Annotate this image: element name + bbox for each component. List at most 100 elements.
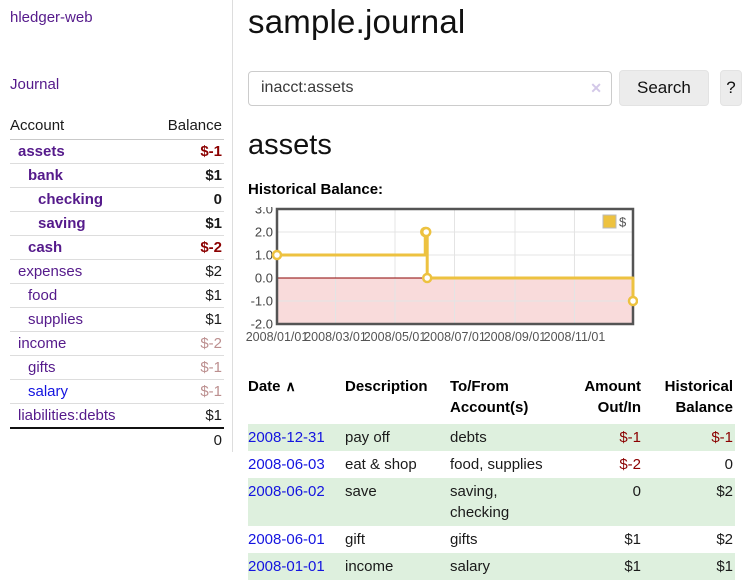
account-balance: $2 [150, 259, 224, 284]
account-link[interactable]: salary [28, 383, 69, 400]
account-link[interactable]: expenses [18, 263, 83, 280]
transaction-amount: $-1 [553, 424, 643, 451]
register-row: 2008-06-03 eat & shop food, supplies $-2 0 [248, 451, 735, 478]
account-link[interactable]: income [18, 335, 67, 352]
account-balance: $-2 [150, 235, 224, 260]
account-heading: assets [248, 129, 332, 161]
balance-chart: 2008/01/01 2008/03/01 2008/05/01 2008/07/01… [246, 202, 742, 352]
account-balance: $-1 [150, 379, 224, 404]
account-balance: $-1 [200, 143, 222, 160]
account-total-value: 0 [150, 427, 224, 452]
svg-text:2008/11/01: 2008/11/01 [544, 330, 606, 344]
transaction-accounts: food, supplies [450, 456, 543, 473]
svg-text:2008/05/01: 2008/05/01 [364, 330, 427, 344]
transaction-amount: $1 [624, 531, 641, 548]
transaction-accounts: gifts [450, 531, 478, 548]
search-input[interactable] [248, 70, 612, 106]
register-table: Date ∧ Description To/From Account(s) Amount… [248, 374, 735, 580]
account-row: assets $-1 [10, 140, 224, 164]
register-row: 2008-06-02 save saving, checking 0 $2 [248, 478, 735, 526]
sort-asc-icon: ∧ [285, 378, 296, 394]
account-balance: $1 [150, 403, 224, 428]
transaction-accounts: salary [450, 553, 553, 580]
clear-search-icon[interactable]: ✕ [590, 79, 602, 96]
account-link[interactable]: saving [38, 215, 86, 232]
account-row: saving $1 [10, 211, 224, 236]
main-content: sample.journal ✕ Search ? assets Histori… [246, 0, 742, 580]
transaction-balance: $1 [643, 553, 735, 580]
account-table: Account Balance assets $-1 bank $1 checking 0… [10, 115, 224, 452]
account-row: gifts $-1 [10, 355, 224, 380]
chart-svg: 2008/01/012008/03/012008/05/012008/07/01… [246, 202, 639, 344]
account-row: checking 0 [10, 187, 224, 212]
transaction-description: pay off [345, 424, 450, 451]
transaction-accounts: debts [450, 424, 553, 451]
account-table-header-row: Account Balance [10, 115, 224, 140]
transaction-amount: 0 [553, 478, 643, 526]
brand-link[interactable]: hledger-web [10, 9, 93, 26]
transaction-description: income [345, 553, 450, 580]
account-link[interactable]: checking [38, 191, 104, 208]
account-link[interactable]: supplies [28, 311, 84, 328]
transaction-balance: 0 [724, 456, 733, 473]
page-title: sample.journal [248, 3, 466, 40]
svg-text:2008/03/01: 2008/03/01 [304, 330, 367, 344]
account-balance: 0 [150, 187, 224, 212]
transaction-date-link[interactable]: 2008-12-31 [248, 429, 325, 446]
account-row: liabilities:debts $1 [10, 403, 224, 428]
svg-text:-2.0: -2.0 [251, 317, 273, 332]
account-link[interactable]: food [28, 287, 58, 304]
transaction-description: gift [345, 531, 366, 548]
transaction-balance: $2 [643, 478, 735, 526]
account-link[interactable]: cash [28, 239, 63, 256]
account-balance: $1 [150, 211, 224, 236]
search-form: ✕ Search ? [248, 70, 742, 106]
data-point-marker [627, 295, 639, 307]
transaction-accounts: saving, checking [450, 478, 553, 526]
account-row: salary $-1 [10, 379, 224, 404]
nav-journal: Journal [10, 76, 224, 94]
register-row: 2008-12-31 pay off debts $-1 $-1 [248, 424, 735, 451]
sidebar: hledger-web Journal Account Balance asse… [0, 0, 233, 452]
transaction-date-link[interactable]: 2008-06-03 [248, 456, 325, 473]
register-body: 2008-12-31 pay off debts $-1 $-1 2008-06-03 ea… [248, 424, 735, 580]
register-header-to-from-account-s-: To/From Account(s) [450, 378, 529, 416]
data-point-marker [421, 272, 433, 284]
help-button[interactable]: ? [719, 70, 742, 106]
register-header-historical-balance: Historical Balance [664, 378, 733, 416]
transaction-date-link[interactable]: 2008-06-02 [248, 483, 325, 500]
transaction-balance: $-1 [643, 424, 735, 451]
svg-text:2008/01/01: 2008/01/01 [246, 330, 308, 344]
legend-label: $ [619, 215, 627, 230]
transaction-balance: $2 [716, 531, 733, 548]
register-header-amount-out-in: Amount Out/In [584, 378, 641, 416]
svg-text:1.0: 1.0 [255, 248, 273, 263]
brand: hledger-web [10, 9, 224, 27]
svg-text:-1.0: -1.0 [251, 294, 273, 309]
transaction-amount: $-2 [619, 456, 641, 473]
data-point-marker [420, 226, 432, 238]
register-header-date[interactable]: Date ∧ [248, 378, 296, 395]
transaction-description: eat & shop [345, 456, 417, 473]
legend-swatch [602, 214, 617, 229]
account-link[interactable]: bank [28, 167, 64, 184]
transaction-amount: $1 [553, 553, 643, 580]
transaction-date-link[interactable]: 2008-06-01 [248, 531, 325, 548]
account-link[interactable]: assets [18, 143, 65, 160]
account-row: expenses $2 [10, 259, 224, 284]
account-table-body: assets $-1 bank $1 checking 0 saving $1 cash $-2 e… [10, 140, 224, 428]
svg-text:2.0: 2.0 [255, 225, 273, 240]
register-row: 2008-01-01 income salary $1 $1 [248, 553, 735, 580]
register-header-description: Description [345, 378, 428, 395]
nav-journal-link[interactable]: Journal [10, 76, 60, 93]
transaction-date-link[interactable]: 2008-01-01 [248, 558, 325, 575]
svg-text:2008/07/01: 2008/07/01 [423, 330, 486, 344]
register-header-row: Date ∧ Description To/From Account(s) Amount… [248, 374, 735, 424]
account-balance: $1 [150, 307, 224, 332]
account-link[interactable]: liabilities:debts [18, 407, 116, 424]
account-balance: $-1 [150, 355, 224, 380]
account-balance: $-2 [150, 331, 224, 356]
search-button[interactable]: Search [619, 70, 709, 106]
svg-text:3.0: 3.0 [255, 207, 273, 217]
account-link[interactable]: gifts [28, 359, 56, 376]
